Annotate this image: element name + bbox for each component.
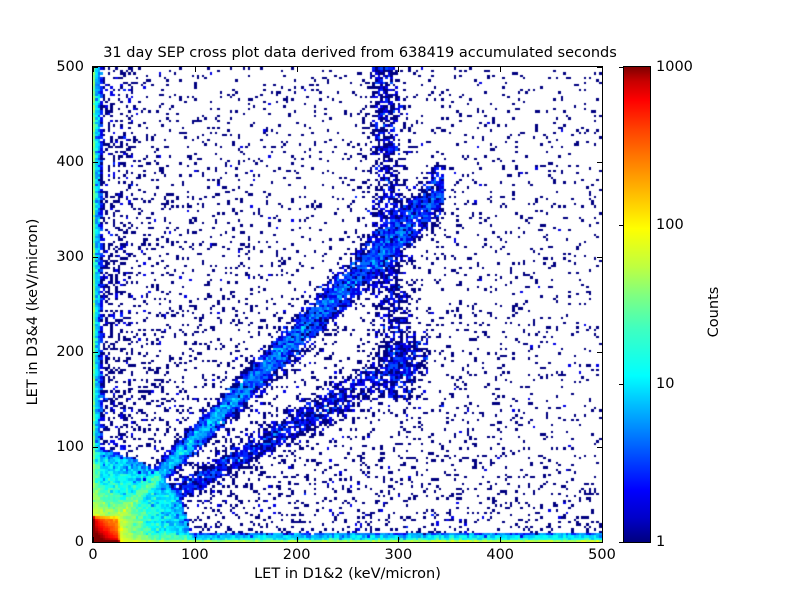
y-tick-right [597, 162, 602, 163]
x-tick-label: 400 [486, 547, 515, 563]
x-tick-top [398, 67, 400, 72]
scatter-density-plot [93, 67, 602, 542]
y-tick-right [597, 257, 602, 258]
chart-title-line-1: 31 day SEP cross plot data derived from … [103, 45, 617, 61]
x-tick [194, 537, 196, 542]
y-tick [93, 257, 98, 258]
x-tick-top [296, 67, 298, 72]
x-tick-top [194, 67, 196, 72]
x-tick-top [500, 67, 502, 72]
x-tick-top [93, 67, 94, 72]
x-tick-top [602, 67, 603, 72]
y-tick-label: 300 [56, 249, 84, 265]
y-tick-right [597, 447, 602, 448]
x-tick-label: 300 [384, 547, 413, 563]
y-tick-right [597, 67, 602, 68]
x-axis-label: LET in D1&2 (keV/micron) [254, 566, 441, 582]
y-tick-label: 500 [56, 59, 84, 75]
colorbar-tick-label: 1000 [656, 59, 693, 75]
colorbar-tick-label: 100 [656, 217, 684, 234]
x-tick [500, 537, 502, 542]
colorbar-tick [619, 225, 624, 227]
y-tick-label: 200 [56, 344, 84, 360]
y-tick [93, 352, 98, 353]
colorbar [619, 66, 651, 543]
x-tick-label: 100 [180, 547, 209, 563]
y-tick-label: 400 [56, 154, 84, 170]
colorbar-tick [619, 542, 624, 543]
y-tick-right [597, 352, 602, 353]
y-tick [93, 447, 98, 448]
y-tick [93, 67, 98, 68]
y-tick-label: 0 [74, 534, 84, 550]
x-tick [93, 537, 94, 542]
colorbar-label: Counts [706, 286, 722, 338]
colorbar-tick [619, 67, 624, 68]
y-tick-right [597, 542, 602, 543]
x-tick-label: 500 [588, 547, 616, 563]
colorbar-tick [619, 383, 624, 385]
plot-area [92, 66, 603, 543]
x-tick-label: 0 [88, 547, 98, 563]
x-tick-label: 200 [282, 547, 311, 563]
x-tick [602, 537, 603, 542]
x-tick [398, 537, 400, 542]
x-tick [296, 537, 298, 542]
y-tick-label: 100 [56, 439, 84, 455]
y-tick [93, 162, 98, 163]
colorbar-tick-label: 10 [656, 375, 675, 392]
colorbar-tick-label: 1 [656, 534, 666, 550]
y-axis-label: LET in D3&4 (keV/micron) [25, 218, 41, 406]
y-tick [93, 542, 98, 543]
